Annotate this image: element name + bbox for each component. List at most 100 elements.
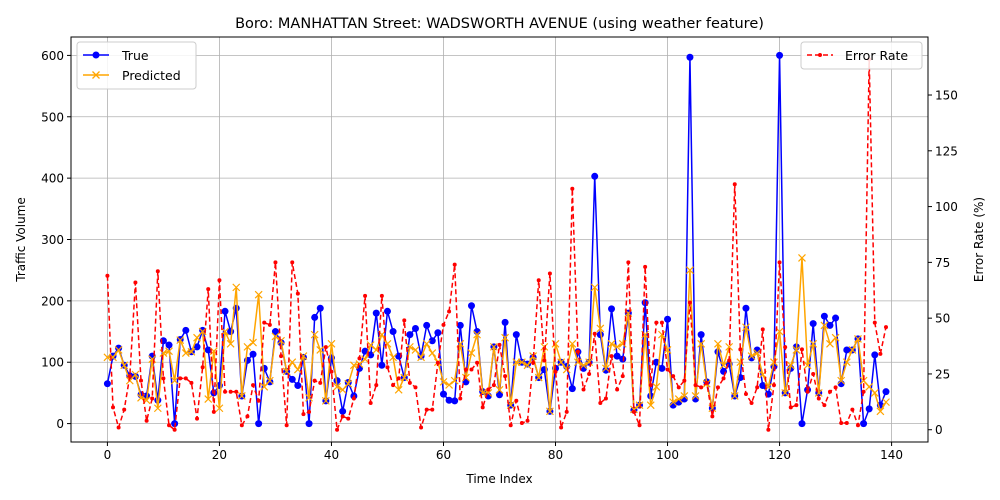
data-point bbox=[234, 389, 239, 394]
data-point bbox=[882, 388, 890, 396]
data-point bbox=[159, 349, 168, 357]
data-point bbox=[753, 349, 762, 357]
data-point bbox=[378, 361, 386, 369]
data-point bbox=[452, 262, 457, 267]
data-point bbox=[422, 339, 431, 348]
data-point bbox=[536, 278, 541, 283]
data-point bbox=[284, 423, 289, 428]
data-point bbox=[441, 322, 446, 327]
data-point bbox=[619, 355, 627, 363]
data-point bbox=[290, 260, 295, 265]
data-point bbox=[310, 330, 319, 339]
data-point bbox=[719, 361, 728, 370]
data-point bbox=[495, 385, 504, 394]
data-point bbox=[809, 339, 818, 348]
data-point bbox=[517, 358, 526, 367]
data-point bbox=[542, 358, 547, 363]
data-point bbox=[254, 290, 263, 299]
data-point bbox=[103, 353, 112, 362]
data-point bbox=[396, 376, 401, 381]
data-point bbox=[776, 51, 784, 59]
data-point bbox=[575, 349, 580, 354]
data-point bbox=[228, 389, 233, 394]
data-point bbox=[680, 392, 689, 400]
data-point bbox=[736, 358, 745, 367]
data-point bbox=[333, 382, 341, 391]
data-point bbox=[770, 358, 778, 367]
data-point bbox=[630, 405, 638, 414]
data-point bbox=[501, 318, 509, 326]
data-point bbox=[771, 383, 776, 388]
data-point bbox=[590, 283, 599, 292]
data-point bbox=[423, 321, 431, 329]
x-tick-label: 100 bbox=[656, 448, 679, 462]
data-point bbox=[859, 376, 868, 385]
data-point bbox=[255, 420, 263, 428]
data-point bbox=[512, 331, 520, 339]
data-point bbox=[523, 361, 532, 370]
data-point bbox=[837, 376, 846, 385]
data-point bbox=[596, 324, 605, 333]
data-point bbox=[339, 407, 347, 415]
data-point bbox=[316, 304, 324, 312]
data-point bbox=[809, 320, 817, 328]
data-point bbox=[450, 376, 459, 385]
x-axis-label: Time Index bbox=[465, 472, 532, 486]
data-point bbox=[428, 349, 437, 357]
data-point bbox=[742, 323, 750, 332]
data-point bbox=[249, 338, 257, 347]
y2-tick-label: 75 bbox=[935, 256, 950, 270]
data-point bbox=[788, 405, 793, 410]
data-point bbox=[872, 320, 877, 325]
data-point bbox=[161, 376, 166, 381]
data-point bbox=[211, 409, 216, 414]
y2-tick-label: 50 bbox=[935, 312, 950, 326]
data-point bbox=[439, 377, 448, 386]
data-point bbox=[545, 407, 554, 416]
y2-tick-label: 0 bbox=[935, 423, 943, 437]
data-point bbox=[435, 360, 440, 365]
data-point bbox=[646, 401, 655, 410]
data-point bbox=[540, 342, 549, 351]
data-point bbox=[199, 326, 207, 334]
data-point bbox=[407, 380, 412, 385]
data-point bbox=[115, 344, 123, 352]
data-point bbox=[671, 374, 676, 379]
data-point bbox=[525, 418, 530, 423]
data-point bbox=[720, 367, 728, 375]
data-point bbox=[714, 339, 722, 348]
y2-tick-label: 100 bbox=[935, 200, 958, 214]
data-point bbox=[323, 345, 328, 350]
data-point bbox=[608, 305, 616, 313]
data-point bbox=[665, 367, 670, 372]
data-point bbox=[508, 423, 513, 428]
data-point bbox=[391, 383, 396, 388]
data-point bbox=[249, 350, 257, 358]
series-error-rate bbox=[105, 57, 888, 432]
data-point bbox=[861, 389, 866, 394]
ticks: 0 20 40 60 80 100 120 140 0 100 200 300 400 500 600 0 25… bbox=[41, 49, 958, 462]
data-point bbox=[182, 326, 190, 334]
data-point bbox=[467, 302, 475, 310]
data-point bbox=[842, 358, 851, 367]
data-point bbox=[686, 266, 694, 275]
data-point bbox=[839, 421, 844, 426]
legend-right-box bbox=[800, 41, 923, 70]
data-point bbox=[860, 420, 868, 428]
data-point bbox=[379, 293, 384, 298]
data-point bbox=[226, 339, 235, 348]
data-point bbox=[786, 361, 795, 370]
data-point bbox=[439, 390, 447, 398]
data-point bbox=[674, 395, 683, 403]
data-point bbox=[406, 331, 414, 339]
data-point bbox=[827, 389, 832, 394]
data-point bbox=[496, 391, 503, 399]
data-point bbox=[340, 414, 345, 419]
data-point bbox=[658, 330, 666, 339]
data-point bbox=[486, 387, 491, 392]
data-point bbox=[273, 260, 278, 265]
data-point bbox=[346, 416, 351, 421]
data-point bbox=[217, 278, 222, 283]
data-point bbox=[139, 378, 144, 383]
